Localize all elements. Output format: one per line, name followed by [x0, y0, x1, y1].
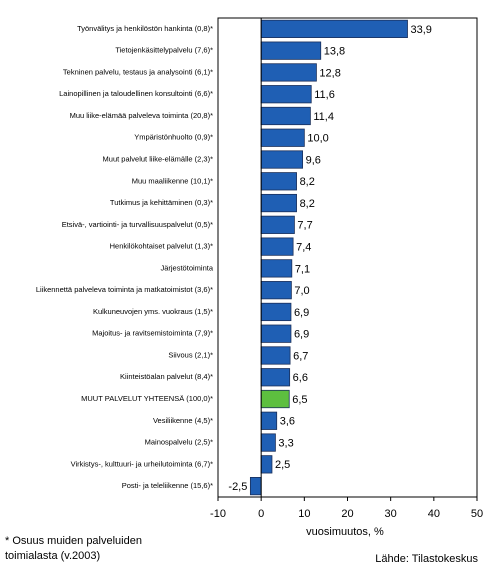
value-label: 6,5 — [292, 394, 307, 406]
plot-area — [217, 17, 478, 498]
x-tick-label: 30 — [385, 508, 397, 520]
bar — [260, 455, 273, 474]
category-label: Etsivä-, vartiointi- ja turvallisuuspalv… — [62, 220, 213, 229]
category-label: Tutkimus ja kehittäminen (0,3)* — [110, 198, 213, 207]
bar — [260, 259, 293, 278]
category-label: Kulkuneuvojen yms. vuokraus (1,5)* — [93, 307, 213, 316]
bar — [260, 433, 276, 452]
category-label: Majoitus- ja ravitsemistoiminta (7,9)* — [92, 329, 213, 338]
bar — [260, 302, 292, 322]
value-label: 8,2 — [300, 176, 315, 188]
category-label: Liikennettä palveleva toiminta ja matkat… — [36, 285, 213, 294]
category-label: Kiinteistöalan palvelut (8,4)* — [120, 372, 213, 381]
footnote-line: * Osuus muiden palveluiden — [5, 535, 142, 547]
value-label: 9,6 — [306, 154, 321, 166]
category-label: Vesiliikenne (4,5)* — [153, 416, 213, 425]
value-label: 13,8 — [324, 46, 345, 58]
bar — [260, 63, 317, 82]
bar — [260, 324, 292, 343]
bar — [260, 19, 408, 38]
category-label: Henkilökohtaiset palvelut (1,3)* — [110, 242, 213, 251]
value-label: 3,6 — [280, 416, 295, 428]
value-label: 11,6 — [314, 89, 335, 101]
category-label: Ympäristönhuolto (0,9)* — [134, 133, 213, 142]
value-label: 7,7 — [297, 220, 312, 232]
bar — [260, 215, 295, 234]
x-tick-label: -10 — [210, 508, 226, 520]
footnote-line: toimialasta (v.2003) — [5, 550, 100, 562]
x-tick-label: 40 — [428, 508, 440, 520]
value-label: 7,1 — [295, 263, 310, 275]
value-label: 6,9 — [294, 329, 309, 341]
bar — [260, 85, 312, 104]
category-label: Muut palvelut liike-elämälle (2,3)* — [103, 155, 214, 164]
bar — [260, 106, 311, 126]
value-label: 6,6 — [293, 372, 308, 384]
value-label: 7,4 — [296, 242, 311, 254]
value-label: 33,9 — [411, 24, 432, 36]
category-label: MUUT PALVELUT YHTEENSÄ (100,0)* — [81, 394, 213, 403]
x-axis-label: vuosimuutos, % — [306, 526, 384, 538]
value-label: 6,7 — [293, 350, 308, 362]
bar — [260, 281, 292, 300]
bar — [260, 237, 294, 256]
bar — [260, 150, 304, 169]
bar — [260, 128, 305, 147]
category-label: Virkistys-, kulttuuri- ja urheilutoimint… — [71, 459, 213, 468]
bar — [260, 346, 291, 365]
category-label: Muu maaliikenne (10,1)* — [132, 176, 213, 185]
value-label: 12,8 — [319, 67, 340, 79]
value-label: 8,2 — [300, 198, 315, 210]
value-label: 7,0 — [294, 285, 309, 297]
category-label: Tietojenkäsittelypalvelu (7,6)* — [115, 46, 213, 55]
value-label: 6,9 — [294, 307, 309, 319]
value-label: 3,3 — [278, 437, 293, 449]
category-label: Posti- ja teleliikenne (15,6)* — [122, 481, 213, 490]
bar — [260, 193, 297, 213]
bar — [249, 477, 262, 496]
category-label: Lainopillinen ja taloudellinen konsultoi… — [59, 89, 213, 98]
bar — [260, 41, 322, 60]
x-tick-label: 20 — [341, 508, 353, 520]
value-label: -2,5 — [228, 481, 247, 493]
category-label: Tekninen palvelu, testaus ja analysointi… — [63, 67, 213, 76]
value-label: 10,0 — [307, 133, 328, 145]
category-label: Työnvälitys ja henkilöstön hankinta (0,8… — [77, 24, 213, 33]
value-label: 2,5 — [275, 459, 290, 471]
bar — [260, 172, 297, 191]
x-tick-label: 10 — [298, 508, 310, 520]
category-label: Siivous (2,1)* — [168, 350, 213, 359]
bar — [260, 411, 278, 430]
category-label: Mainospalvelu (2,5)* — [145, 438, 213, 447]
source: Lähde: Tilastokeskus — [375, 553, 478, 565]
value-label: 11,4 — [313, 111, 334, 123]
bar — [260, 389, 290, 409]
bar — [260, 368, 291, 387]
x-tick-label: 0 — [258, 508, 264, 520]
category-label: Muu liike-elämää palveleva toiminta (20,… — [70, 111, 213, 120]
x-tick-label: 50 — [471, 508, 483, 520]
category-label: Järjestötoiminta — [160, 263, 213, 272]
